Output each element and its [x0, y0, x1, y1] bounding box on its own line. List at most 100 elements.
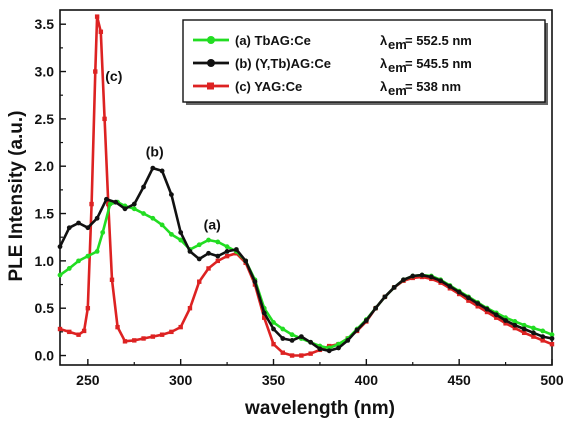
data-point [196, 256, 202, 262]
data-point [57, 326, 63, 332]
data-point [549, 336, 555, 341]
data-point [447, 284, 453, 289]
data-point [57, 244, 63, 250]
data-point [215, 258, 221, 264]
data-point [521, 322, 527, 328]
data-point [466, 295, 471, 301]
data-point [93, 69, 98, 74]
data-point [540, 328, 546, 334]
data-point [382, 294, 388, 300]
data-point [224, 249, 230, 254]
data-point [115, 324, 120, 330]
data-point [289, 337, 295, 343]
legend-lambda-value: = 552.5 nm [405, 33, 472, 48]
data-point [298, 334, 304, 339]
data-point [233, 247, 239, 252]
data-point [391, 284, 397, 290]
series-layer [57, 14, 555, 358]
data-point [503, 321, 508, 326]
data-point [484, 306, 490, 312]
data-point [132, 338, 137, 343]
data-point [540, 338, 545, 343]
data-point [57, 272, 63, 278]
legend-lambda: λ [380, 79, 388, 94]
data-point [104, 196, 109, 202]
data-point [289, 353, 295, 358]
data-point [373, 305, 379, 311]
data-point [94, 249, 100, 254]
data-point [261, 310, 267, 316]
data-point [85, 225, 91, 231]
data-point [512, 319, 518, 324]
data-point [215, 239, 221, 245]
data-point [280, 326, 286, 332]
data-point [271, 341, 276, 347]
y-tick-label: 0.0 [35, 348, 55, 364]
data-point [141, 211, 146, 216]
data-point [271, 326, 276, 332]
data-point [438, 278, 444, 284]
data-point [187, 249, 193, 254]
data-point [401, 277, 406, 283]
annotation-label: (c) [105, 68, 122, 84]
data-point [531, 330, 536, 336]
data-point [150, 215, 156, 221]
data-point [159, 222, 165, 228]
data-point [85, 306, 91, 311]
y-tick-label: 2.5 [35, 111, 55, 127]
annotation-label: (a) [204, 217, 221, 233]
data-point [168, 192, 174, 198]
legend-lambda-value: = 545.5 nm [405, 56, 472, 71]
y-axis-label: PLE Intensity (a.u.) [6, 110, 27, 281]
y-tick-label: 1.5 [35, 206, 55, 222]
data-point [317, 346, 323, 352]
data-point [308, 351, 313, 356]
data-point [336, 345, 341, 351]
x-tick-label: 250 [76, 372, 100, 388]
data-point [280, 350, 285, 355]
data-point [102, 116, 107, 122]
legend-lambda: λ [380, 56, 388, 71]
data-point [67, 329, 72, 335]
data-point [549, 332, 555, 338]
data-point [113, 199, 119, 205]
data-point [66, 225, 72, 231]
legend-swatch-marker [207, 82, 214, 90]
legend-swatch-marker [207, 36, 215, 44]
data-point [169, 329, 174, 335]
data-point [243, 258, 249, 264]
data-point [131, 206, 137, 212]
data-point [215, 253, 221, 259]
data-point [299, 353, 304, 358]
data-point [493, 312, 499, 318]
data-point [85, 253, 91, 259]
legend-lambda-value: = 538 nm [405, 79, 461, 94]
data-point [289, 332, 295, 338]
data-point [196, 242, 202, 248]
data-point [512, 322, 518, 328]
ticks-layer: 250 300 350 400 450 500 0.0 0.5 1.0 1.5 2.0 2.5 3.0 3… [35, 16, 564, 388]
data-point [262, 315, 267, 320]
legend-entry-label: (b) (Y,Tb)AG:Ce [235, 56, 331, 71]
data-point [178, 230, 184, 235]
x-tick-label: 500 [540, 372, 564, 388]
data-point [122, 206, 128, 212]
data-point [197, 279, 202, 284]
data-point [326, 348, 332, 354]
annotation-label: (b) [146, 144, 164, 160]
y-tick-label: 3.5 [35, 16, 55, 32]
data-point [159, 168, 165, 174]
data-point [141, 184, 146, 190]
data-point [428, 274, 434, 280]
data-point [484, 309, 490, 315]
data-point [363, 318, 369, 323]
legend-entry-label: (c) YAG:Ce [235, 79, 302, 94]
data-point [81, 328, 87, 334]
data-point [503, 318, 508, 323]
data-point [109, 277, 115, 282]
data-point [280, 336, 286, 341]
data-point [98, 29, 104, 34]
data-point [76, 332, 81, 337]
data-point [76, 220, 81, 226]
